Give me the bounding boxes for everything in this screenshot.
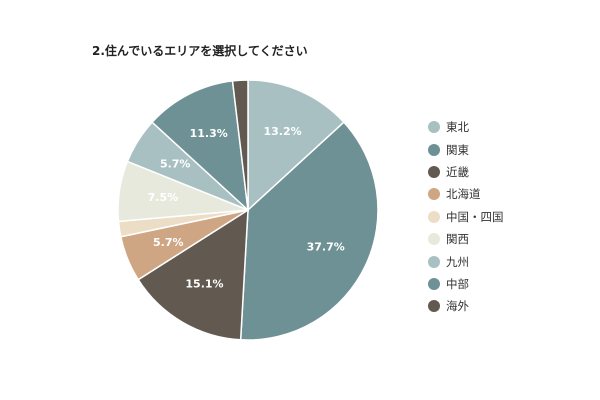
legend-swatch bbox=[428, 300, 440, 313]
legend-item-7: 中部 bbox=[428, 273, 504, 295]
legend-item-0: 東北 bbox=[428, 116, 504, 138]
legend-item-2: 近畿 bbox=[428, 161, 504, 183]
legend-swatch bbox=[428, 277, 440, 290]
slice-data-label-2: 15.1% bbox=[185, 278, 223, 291]
legend-swatch bbox=[428, 233, 440, 246]
legend-swatch bbox=[428, 165, 440, 178]
pie-slice-8 bbox=[231, 79, 249, 211]
legend-label: 関西 bbox=[446, 232, 469, 247]
legend-swatch bbox=[428, 210, 440, 223]
legend-swatch bbox=[428, 121, 440, 134]
legend-swatch bbox=[428, 255, 440, 268]
legend-item-1: 関東 bbox=[428, 138, 504, 160]
slice-data-label-5: 7.5% bbox=[148, 191, 179, 204]
chart-title: 2.住んでいるエリアを選択してください bbox=[92, 44, 308, 58]
legend-item-3: 北海道 bbox=[428, 183, 504, 205]
legend-label: 海外 bbox=[446, 299, 469, 314]
legend-swatch bbox=[428, 188, 440, 201]
legend-label: 東北 bbox=[446, 120, 469, 135]
legend-item-4: 中国・四国 bbox=[428, 206, 504, 228]
slice-data-label-1: 37.7% bbox=[307, 240, 345, 253]
slice-data-label-6: 5.7% bbox=[160, 158, 191, 171]
legend-item-6: 九州 bbox=[428, 250, 504, 272]
legend-swatch bbox=[428, 143, 440, 156]
slice-data-label-3: 5.7% bbox=[153, 236, 184, 249]
pie-slice-1 bbox=[239, 121, 379, 341]
legend-item-5: 関西 bbox=[428, 228, 504, 250]
legend-label: 近畿 bbox=[446, 164, 469, 179]
legend-label: 中部 bbox=[446, 276, 469, 291]
legend-item-8: 海外 bbox=[428, 295, 504, 317]
pie-slice-7 bbox=[151, 80, 249, 212]
legend-label: 中国・四国 bbox=[446, 209, 504, 224]
legend-label: 北海道 bbox=[446, 187, 481, 202]
pie-slice-0 bbox=[247, 79, 345, 212]
legend: 東北関東近畿北海道中国・四国関西九州中部海外 bbox=[428, 116, 504, 318]
legend-label: 九州 bbox=[446, 254, 469, 269]
legend-label: 関東 bbox=[446, 142, 469, 157]
pie-slice-2 bbox=[137, 208, 249, 341]
slice-data-label-0: 13.2% bbox=[264, 125, 302, 138]
slice-data-label-7: 11.3% bbox=[190, 127, 228, 140]
